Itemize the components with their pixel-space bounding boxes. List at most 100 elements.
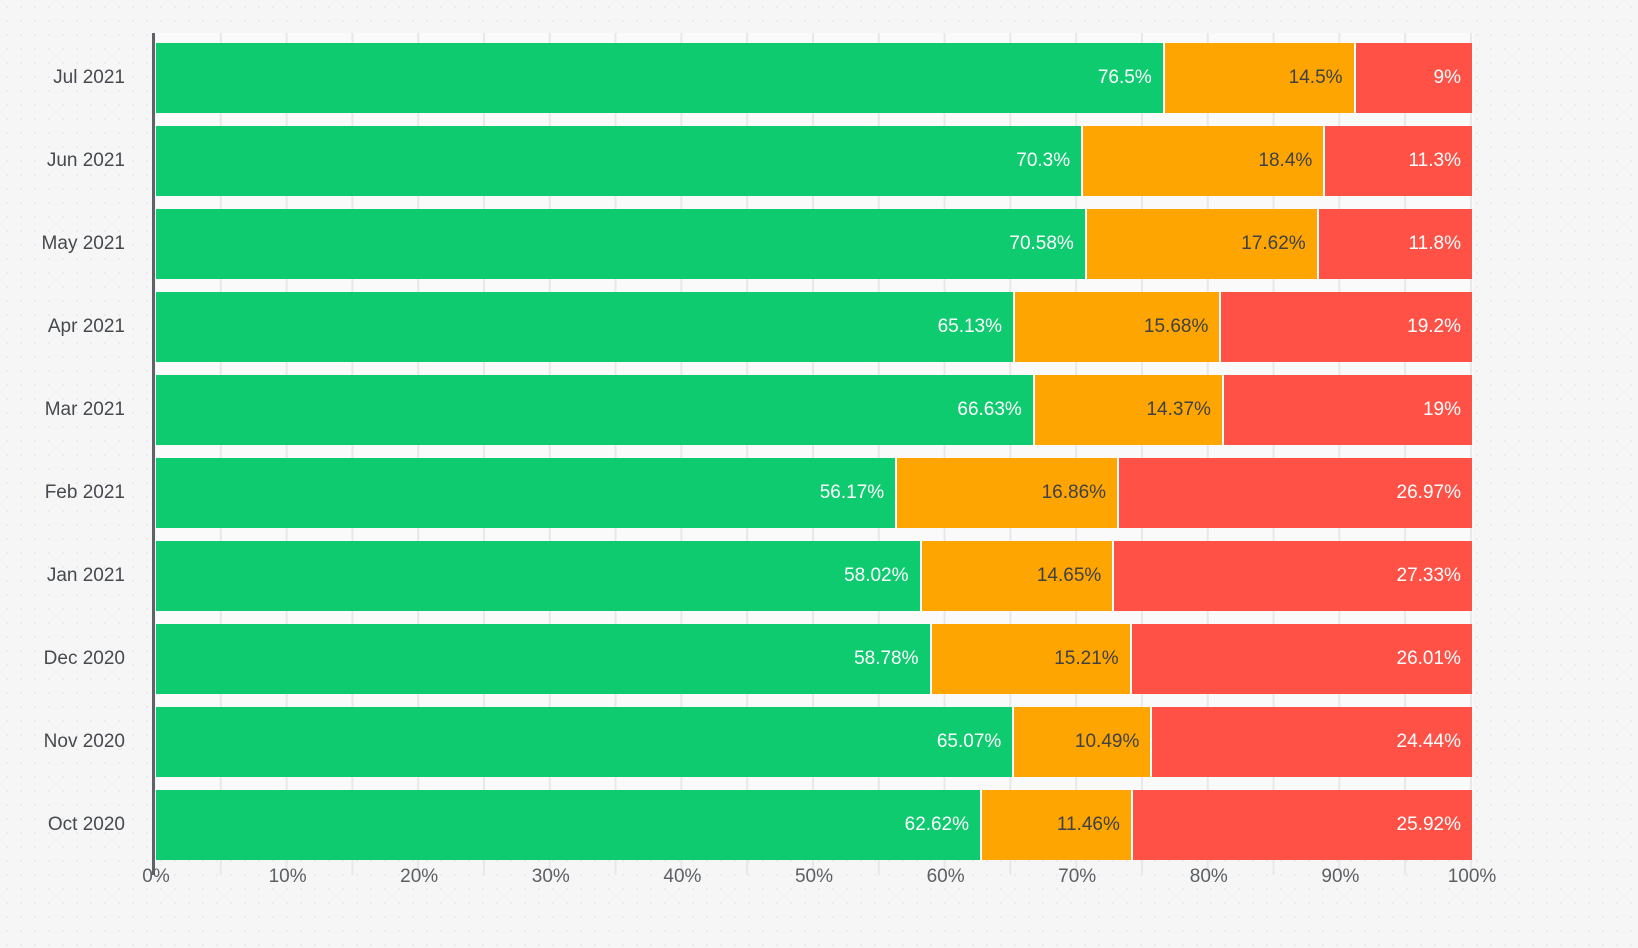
bar-track: 65.13% 15.68% 19.2%: [156, 292, 1472, 362]
bar-track: 70.58% 17.62% 11.8%: [156, 209, 1472, 279]
bar-red-segment[interactable]: 19.2%: [1219, 292, 1472, 362]
segment-value-label: 18.4%: [1258, 150, 1313, 171]
segment-value-label: 17.62%: [1241, 233, 1306, 254]
category-label: Jul 2021: [53, 67, 125, 88]
segment-value-label: 26.97%: [1396, 482, 1461, 503]
bar-track: 58.02% 14.65% 27.33%: [156, 541, 1472, 611]
segment-value-label: 19.2%: [1407, 316, 1461, 337]
segment-value-label: 16.86%: [1041, 482, 1107, 503]
segment-value-label: 76.5%: [1097, 67, 1152, 88]
category-label: Jan 2021: [46, 565, 125, 586]
bar-track: 62.62% 11.46% 25.92%: [156, 790, 1472, 860]
bar-red-segment[interactable]: 19%: [1221, 375, 1472, 445]
bar-orange-segment[interactable]: 14.65%: [919, 541, 1113, 611]
segment-value-label: 14.37%: [1146, 399, 1211, 420]
bar-track: 76.5% 14.5% 9%: [156, 43, 1472, 113]
x-axis-tick-labels: 0% 10% 20% 30% 40% 50% 60% 70% 80% 90% 100%: [0, 866, 1638, 896]
bar-track: 70.3% 18.4% 11.3%: [156, 126, 1472, 196]
bar-red-segment[interactable]: 24.44%: [1150, 707, 1472, 777]
bar-orange-segment[interactable]: 14.37%: [1032, 375, 1222, 445]
bar-green-segment[interactable]: 56.17%: [156, 458, 896, 528]
category-label: May 2021: [41, 233, 125, 254]
bar-row: Jun 2021 70.3% 18.4% 11.3%: [0, 126, 1638, 196]
segment-value-label: 10.49%: [1074, 731, 1140, 752]
bar-green-segment[interactable]: 58.78%: [156, 624, 930, 694]
bar-red-segment[interactable]: 11.8%: [1316, 209, 1472, 279]
bar-green-segment[interactable]: 65.07%: [156, 707, 1013, 777]
x-axis-tick-label: 80%: [1189, 866, 1228, 887]
bar-orange-segment[interactable]: 10.49%: [1012, 707, 1151, 777]
segment-value-label: 62.62%: [904, 814, 970, 835]
bar-row: Dec 2020 58.78% 15.21% 26.01%: [0, 624, 1638, 694]
bar-row: Oct 2020 62.62% 11.46% 25.92%: [0, 790, 1638, 860]
segment-value-label: 58.78%: [854, 648, 919, 669]
bar-red-segment[interactable]: 27.33%: [1112, 541, 1472, 611]
bar-row: Apr 2021 65.13% 15.68% 19.2%: [0, 292, 1638, 362]
segment-value-label: 19%: [1422, 399, 1461, 420]
x-axis-tick-label: 70%: [1058, 866, 1097, 887]
x-axis-tick-label: 60%: [926, 866, 965, 887]
bar-red-segment[interactable]: 25.92%: [1130, 790, 1472, 860]
segment-value-label: 26.01%: [1396, 648, 1461, 669]
bar-orange-segment[interactable]: 16.86%: [895, 458, 1118, 528]
segment-value-label: 11.3%: [1408, 150, 1461, 171]
segment-value-label: 56.17%: [819, 482, 885, 503]
bar-green-segment[interactable]: 65.13%: [156, 292, 1014, 362]
bar-row: Mar 2021 66.63% 14.37% 19%: [0, 375, 1638, 445]
bar-rows-container: Jul 2021 76.5% 14.5% 9% Jun 2021 70.3% 18.4% 11…: [0, 43, 1638, 873]
x-axis-tick-label: 30%: [531, 866, 570, 887]
x-axis-tick-label: 100%: [1447, 866, 1497, 887]
segment-value-label: 15.21%: [1054, 648, 1119, 669]
bar-orange-segment[interactable]: 14.5%: [1162, 43, 1354, 113]
bar-row: Feb 2021 56.17% 16.86% 26.97%: [0, 458, 1638, 528]
category-label: Apr 2021: [47, 316, 125, 337]
bar-track: 56.17% 16.86% 26.97%: [156, 458, 1472, 528]
category-label: Jun 2021: [46, 150, 125, 171]
bar-track: 58.78% 15.21% 26.01%: [156, 624, 1472, 694]
segment-value-label: 11.46%: [1056, 814, 1120, 835]
bar-green-segment[interactable]: 70.3%: [156, 126, 1082, 196]
bar-green-segment[interactable]: 76.5%: [156, 43, 1163, 113]
bar-orange-segment[interactable]: 17.62%: [1084, 209, 1317, 279]
bar-track: 66.63% 14.37% 19%: [156, 375, 1472, 445]
bar-row: Jan 2021 58.02% 14.65% 27.33%: [0, 541, 1638, 611]
category-label: Oct 2020: [47, 814, 125, 835]
bar-red-segment[interactable]: 26.01%: [1129, 624, 1472, 694]
segment-value-label: 24.44%: [1396, 731, 1461, 752]
category-label: Nov 2020: [43, 731, 125, 752]
segment-value-label: 65.13%: [937, 316, 1003, 337]
category-label: Dec 2020: [43, 648, 125, 669]
segment-value-label: 70.3%: [1016, 150, 1071, 171]
bar-red-segment[interactable]: 9%: [1353, 43, 1472, 113]
category-label: Mar 2021: [44, 399, 125, 420]
segment-value-label: 27.33%: [1396, 565, 1461, 586]
bar-green-segment[interactable]: 62.62%: [156, 790, 981, 860]
segment-value-label: 9%: [1433, 67, 1461, 88]
bar-red-segment[interactable]: 11.3%: [1323, 126, 1472, 196]
x-axis-tick-label: 10%: [268, 866, 307, 887]
bar-row: Nov 2020 65.07% 10.49% 24.44%: [0, 707, 1638, 777]
bar-orange-segment[interactable]: 15.68%: [1013, 292, 1220, 362]
bar-row: Jul 2021 76.5% 14.5% 9%: [0, 43, 1638, 113]
segment-value-label: 14.5%: [1288, 67, 1343, 88]
bar-green-segment[interactable]: 66.63%: [156, 375, 1033, 445]
category-label: Feb 2021: [44, 482, 125, 503]
segment-value-label: 11.8%: [1408, 233, 1461, 254]
bar-red-segment[interactable]: 26.97%: [1117, 458, 1472, 528]
segment-value-label: 65.07%: [936, 731, 1002, 752]
segment-value-label: 14.65%: [1036, 565, 1102, 586]
segment-value-label: 15.68%: [1143, 316, 1209, 337]
x-axis-tick-label: 20%: [400, 866, 439, 887]
bar-green-segment[interactable]: 70.58%: [156, 209, 1085, 279]
x-axis-tick-label: 50%: [794, 866, 834, 887]
bar-orange-segment[interactable]: 15.21%: [929, 624, 1130, 694]
y-axis-line: [152, 33, 155, 875]
bar-row: May 2021 70.58% 17.62% 11.8%: [0, 209, 1638, 279]
x-axis-tick-label: 90%: [1321, 866, 1360, 887]
bar-orange-segment[interactable]: 18.4%: [1081, 126, 1324, 196]
segment-value-label: 58.02%: [844, 565, 909, 586]
bar-green-segment[interactable]: 58.02%: [156, 541, 920, 611]
segment-value-label: 66.63%: [957, 399, 1022, 420]
bar-orange-segment[interactable]: 11.46%: [980, 790, 1131, 860]
